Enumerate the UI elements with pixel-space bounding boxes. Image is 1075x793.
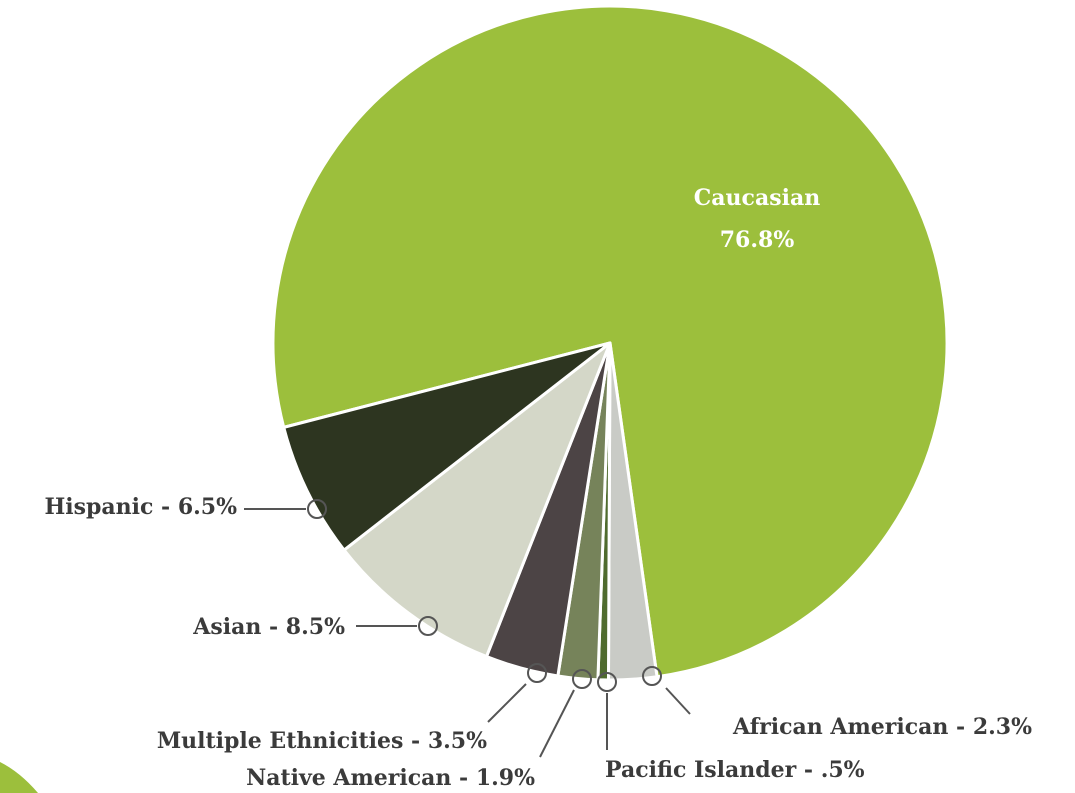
- african-american-label: African American - 2.3%: [732, 714, 1032, 740]
- pie-slices: [271, 4, 949, 682]
- caucasian-label: Caucasian: [694, 185, 820, 211]
- pie-slice-asian: [342, 341, 612, 659]
- pie-slice-hispanic: [282, 341, 612, 552]
- multiple-leader-line: [487, 683, 527, 723]
- pacific-islander-label: Pacific Islander - .5%: [605, 757, 865, 783]
- multiple-marker: [527, 663, 547, 683]
- native-leader-line: [539, 689, 575, 758]
- native-marker: [572, 669, 592, 689]
- african-leader-line: [665, 687, 691, 715]
- leader-lines: [244, 499, 691, 758]
- african-marker: [642, 666, 662, 686]
- corner-decoration: [0, 762, 38, 793]
- pie-slice-caucasian: [271, 4, 949, 679]
- caucasian-value: 76.8%: [720, 227, 795, 253]
- pacific-marker: [597, 672, 617, 692]
- hispanic-label: Hispanic - 6.5%: [44, 494, 237, 520]
- hispanic-marker: [307, 499, 327, 519]
- asian-label: Asian - 8.5%: [192, 614, 345, 640]
- multiple-ethnicities-label: Multiple Ethnicities - 3.5%: [157, 728, 487, 754]
- asian-marker: [418, 616, 438, 636]
- native-american-label: Native American - 1.9%: [246, 765, 535, 791]
